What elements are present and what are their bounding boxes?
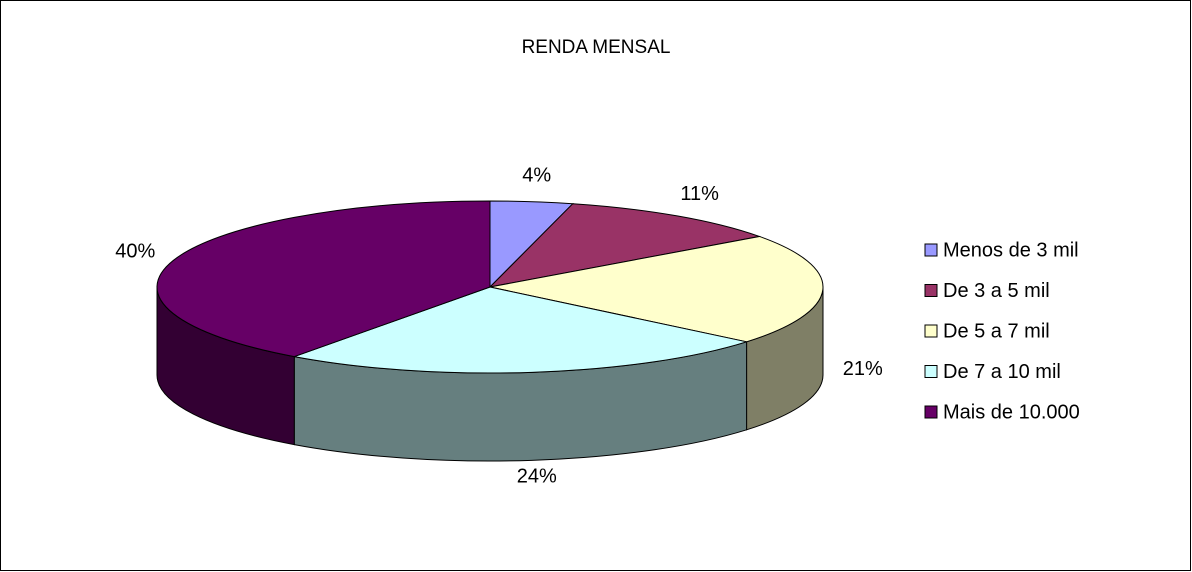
legend-label: Menos de 3 mil: [943, 239, 1079, 261]
legend-label: De 5 a 7 mil: [943, 320, 1050, 342]
data-label: 21%: [843, 358, 883, 380]
legend-swatch: [924, 324, 938, 338]
legend-label: Mais de 10.000: [943, 401, 1080, 423]
data-label: 24%: [517, 465, 557, 487]
legend-swatch: [924, 405, 938, 419]
legend-label: De 7 a 10 mil: [943, 361, 1061, 383]
data-label: 11%: [680, 183, 719, 205]
chart-title: RENDA MENSAL: [522, 37, 671, 58]
legend-swatch: [924, 243, 938, 257]
slice: [156, 200, 491, 358]
slice: [488, 203, 762, 288]
legend-swatch: [924, 284, 938, 297]
legend-swatch: [924, 365, 938, 378]
slice: [489, 235, 824, 343]
data-label: 40%: [115, 241, 155, 263]
data-label: 4%: [522, 164, 551, 186]
legend-label: De 3 a 5 mil: [943, 280, 1050, 302]
slice: [292, 286, 749, 374]
